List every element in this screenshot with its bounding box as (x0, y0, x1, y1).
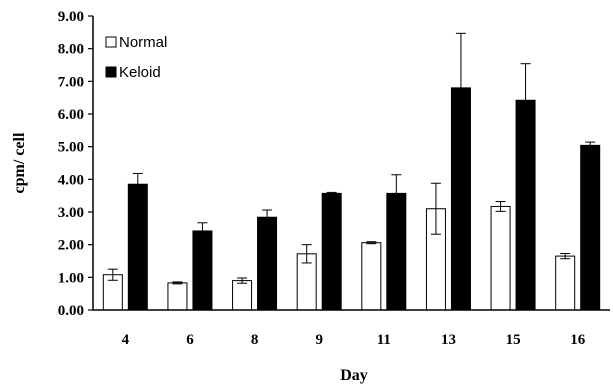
legend-label-keloid: Keloid (119, 64, 161, 81)
x-tick-label: 8 (251, 332, 259, 348)
y-tick-label: 5.00 (58, 140, 84, 156)
bar-normal-day-16 (555, 255, 576, 311)
x-tick-label: 13 (441, 332, 456, 348)
y-tick-label: 6.00 (58, 107, 84, 123)
legend-swatch-normal (105, 36, 117, 48)
y-tick-label: 2.00 (58, 238, 84, 254)
x-tick-label: 6 (186, 332, 194, 348)
y-tick-label: 8.00 (58, 42, 84, 58)
bar-normal-day-6 (167, 282, 188, 311)
legend-swatch-keloid (105, 66, 117, 78)
bar-keloid-day-4 (127, 183, 148, 311)
bar-keloid-day-6 (192, 230, 213, 311)
x-axis-tick-labels: 4 6 8 9 11 13 15 16 (122, 332, 586, 348)
y-tick-label: 0.00 (58, 303, 84, 319)
y-tick-label: 3.00 (58, 205, 84, 221)
bar-normal-day-15 (490, 205, 511, 311)
bar-keloid-day-9 (321, 192, 342, 311)
legend: Normal Keloid (105, 34, 167, 81)
x-tick-label: 16 (570, 332, 586, 348)
x-tick-label: 9 (315, 332, 323, 348)
y-tick-label: 7.00 (58, 74, 84, 90)
y-axis-ticks: 0.00 1.00 2.00 3.00 4.00 5.00 6.00 7.00 8.00 9.00 (58, 9, 93, 319)
legend-label-normal: Normal (119, 34, 167, 51)
bar-normal-day-8 (232, 280, 253, 311)
y-tick-label: 1.00 (58, 270, 84, 286)
x-tick-label: 15 (506, 332, 521, 348)
bar-keloid-day-16 (580, 144, 601, 311)
y-axis-title: cpm/ cell (11, 132, 28, 193)
x-tick-label: 11 (377, 332, 391, 348)
x-tick-label: 4 (122, 332, 130, 348)
bar-keloid-day-8 (257, 216, 278, 311)
x-axis-title: Day (340, 367, 368, 384)
bar-normal-day-11 (361, 242, 382, 311)
error-bars (107, 32, 596, 285)
y-tick-label: 4.00 (58, 172, 84, 188)
y-tick-label: 9.00 (58, 9, 84, 25)
